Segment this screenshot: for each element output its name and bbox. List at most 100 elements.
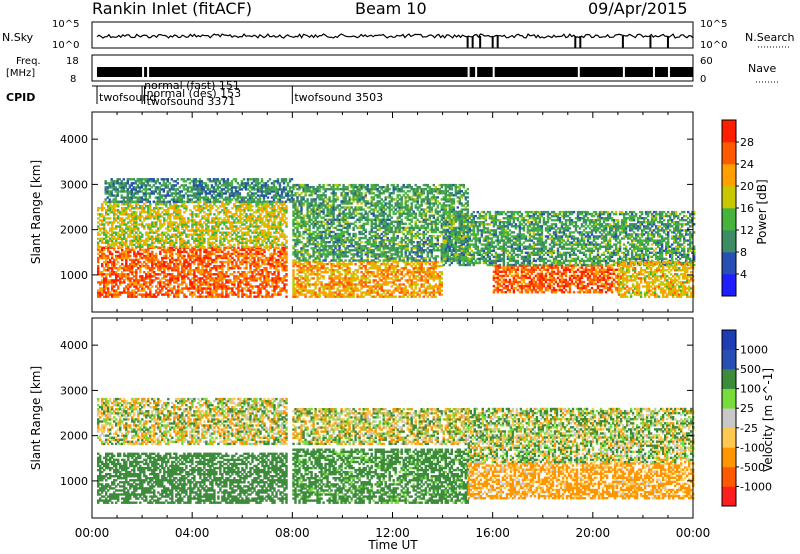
heat-cell [233,271,235,273]
heat-cell [155,296,157,298]
heat-cell [177,296,179,298]
heat-cell [133,249,135,251]
heat-cell [273,249,275,251]
heat-cell [107,287,109,289]
heat-cell [159,273,161,275]
heat-cell [241,253,243,255]
heat-cell [121,277,123,279]
heat-cell [267,249,269,251]
heat-cell [181,275,183,277]
heat-cell [241,249,243,251]
heat-cell [181,277,183,279]
heat-cell [181,263,183,265]
heat-cell [155,255,157,257]
nave-label: Nave [748,62,776,75]
nsearch-tick-bottom: 10^0 [700,40,727,51]
heat-cell [181,289,183,291]
heat-cell [99,296,101,298]
heat-cell [191,296,193,298]
heat-cell [121,291,123,293]
nsearch-label: N.Search [745,31,795,44]
heat-cell [107,296,109,298]
heat-cell [155,253,157,255]
nsky-tick-bottom: 10^0 [52,40,79,51]
heat-cell [245,273,247,275]
heat-cell [241,271,243,273]
heat-cell [205,267,207,269]
heat-cell [103,249,105,251]
heat-cell [215,289,217,291]
heat-cell [181,283,183,285]
heat-cell [257,261,259,263]
heat-cell [263,249,265,251]
nsky-trace [97,34,693,38]
heat-cell [177,277,179,279]
heat-cell [121,271,123,273]
heat-cell [167,296,169,298]
heat-cell [231,261,233,263]
heat-cell [209,255,211,257]
heat-cell [139,267,141,269]
heat-cell [141,275,143,277]
heat-cell [117,296,119,298]
freq-label-line1: Freq. [16,56,41,67]
heat-cell [97,265,99,267]
heat-cell [125,261,127,263]
heat-cell [121,267,123,269]
heat-cell [243,271,245,273]
heat-cell [271,296,273,298]
heat-cell [119,283,121,285]
nsearch-spikes [468,36,668,48]
heat-cell [241,259,243,261]
heat-cell [181,287,183,289]
heat-cell [267,291,269,293]
freq-band [97,67,693,77]
heat-cell [183,293,185,295]
nsky-tick-top: 10^5 [52,19,79,30]
heat-cell [221,267,223,269]
heat-cell [193,261,195,263]
freq-gap [147,66,149,78]
heat-cell [245,267,247,269]
heat-cell [153,267,155,269]
heat-cell [259,289,261,291]
heat-cell [151,285,153,287]
heat-cell [199,249,201,251]
heat-cell [107,255,109,257]
heat-cell [135,255,137,257]
heat-cell [201,289,203,291]
heat-cell [127,273,129,275]
heat-cell [221,289,223,291]
heat-cell [233,283,235,285]
heat-cell [241,261,243,263]
power-heatmap [97,178,695,298]
cpid-entry: twofsound 3503 [294,91,383,104]
heat-cell [153,271,155,273]
heat-cell [121,281,123,283]
heat-cell [241,296,243,298]
beam-title: Beam 10 [355,0,427,18]
heat-cell [195,275,197,277]
freq-gap [468,66,470,78]
heat-cell [237,247,239,249]
station-title: Rankin Inlet (fitACF) [92,0,252,18]
heat-cell [239,283,241,285]
heat-cell [121,263,123,265]
nsky-label: N.Sky [2,31,34,44]
heat-cell [233,259,235,261]
heat-cell [267,273,269,275]
heat-cell [147,249,149,251]
heat-cell [225,289,227,291]
heat-cell [173,285,175,287]
heat-cell [257,296,259,298]
heat-cell [269,271,271,273]
heat-cell [241,273,243,275]
freq-gap [668,66,670,78]
freq-tick-top: 18 [66,56,79,67]
heat-cell [151,251,153,253]
heat-cell [99,283,101,285]
heat-cell [233,267,235,269]
cpid-entries: twofsoundnormal (fast) 151normal (des) 1… [97,79,383,108]
cpid-label: CPID [6,91,35,104]
